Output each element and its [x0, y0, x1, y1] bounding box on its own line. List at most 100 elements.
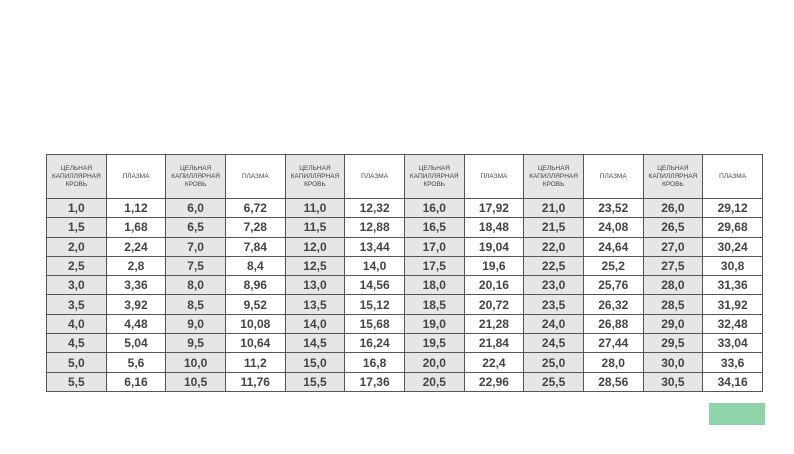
table-cell: 29,12: [702, 197, 763, 219]
table-cell: 18,0: [403, 275, 465, 296]
table-cell: 33,04: [702, 333, 763, 354]
table-cell: 26,88: [582, 313, 644, 335]
table-cell: 3,0: [46, 275, 107, 296]
table-cell: 20,16: [463, 275, 525, 296]
table-cell: 11,2: [224, 352, 286, 373]
table-cell: 25,76: [582, 275, 644, 296]
table-cell: 30,8: [702, 255, 763, 277]
table-cell: 12,88: [344, 217, 405, 238]
table-cell: 19,6: [463, 255, 525, 277]
header-cell: ПЛАЗМА: [582, 154, 644, 199]
table-cell: 13,0: [284, 275, 346, 296]
table-cell: 7,0: [165, 236, 226, 257]
table-cell: 31,92: [702, 294, 763, 315]
table-cell: 18,5: [403, 294, 465, 315]
table-cell: 25,0: [523, 352, 584, 373]
table-cell: 14,0: [344, 255, 405, 277]
table-cell: 10,5: [165, 371, 226, 392]
table-cell: 19,0: [403, 313, 465, 335]
table-cell: 30,0: [642, 352, 704, 373]
table-cell: 11,5: [284, 217, 346, 238]
table-cell: 9,0: [165, 313, 226, 335]
table-cell: 15,0: [284, 352, 346, 373]
table-cell: 5,0: [46, 352, 107, 373]
table-cell: 30,5: [642, 371, 704, 392]
table-row: 4,5 5,04 9,5 10,64 14,5 16,24 19,5 21,84 24,5 27,…: [46, 333, 763, 354]
table-cell: 1,12: [105, 197, 167, 219]
table-row: 4,0 4,48 9,0 10,08 14,0 15,68 19,0 21,28 24,0 26,…: [46, 313, 763, 335]
header-cell: ЦЕЛЬНАЯ КАПИЛЛЯРНАЯ КРОВЬ: [284, 154, 346, 199]
table-cell: 8,4: [224, 255, 286, 277]
table-cell: 6,16: [105, 371, 167, 392]
table-cell: 22,5: [523, 255, 584, 277]
table-row: 3,0 3,36 8,0 8,96 13,0 14,56 18,0 20,16 23,0 25,7…: [46, 275, 763, 296]
table-cell: 16,24: [344, 333, 405, 354]
table-cell: 28,0: [642, 275, 704, 296]
table-cell: 22,0: [523, 236, 584, 257]
table-cell: 10,08: [224, 313, 286, 335]
table-cell: 16,0: [403, 197, 465, 219]
table-cell: 28,0: [582, 352, 644, 373]
table-cell: 25,5: [523, 371, 584, 392]
table-cell: 14,0: [284, 313, 346, 335]
table-cell: 2,24: [105, 236, 167, 257]
table-cell: 19,04: [463, 236, 525, 257]
table-cell: 24,5: [523, 333, 584, 354]
header-cell: ЦЕЛЬНАЯ КАПИЛЛЯРНАЯ КРОВЬ: [642, 154, 704, 199]
table-cell: 5,5: [46, 371, 107, 392]
table-cell: 12,32: [344, 197, 405, 219]
decor-block: [709, 403, 765, 425]
table-cell: 11,76: [224, 371, 286, 392]
table-cell: 27,5: [642, 255, 704, 277]
table-cell: 11,0: [284, 197, 346, 219]
header-cell: ЦЕЛЬНАЯ КАПИЛЛЯРНАЯ КРОВЬ: [403, 154, 465, 199]
table-cell: 21,5: [523, 217, 584, 238]
table-cell: 22,4: [463, 352, 525, 373]
table-cell: 9,52: [224, 294, 286, 315]
table-cell: 8,96: [224, 275, 286, 296]
table-cell: 17,92: [463, 197, 525, 219]
table-cell: 12,5: [284, 255, 346, 277]
table-cell: 27,44: [582, 333, 644, 354]
header-cell: ПЛАЗМА: [105, 154, 167, 199]
table-cell: 1,5: [46, 217, 107, 238]
table-cell: 21,84: [463, 333, 525, 354]
table-row: 1,5 1,68 6,5 7,28 11,5 12,88 16,5 18,48 21,5 24,0…: [46, 217, 763, 238]
table-cell: 6,5: [165, 217, 226, 238]
table-cell: 23,5: [523, 294, 584, 315]
table-cell: 6,0: [165, 197, 226, 219]
table-cell: 21,0: [523, 197, 584, 219]
table-cell: 27,0: [642, 236, 704, 257]
table-cell: 34,16: [702, 371, 763, 392]
table-cell: 29,0: [642, 313, 704, 335]
table-cell: 29,5: [642, 333, 704, 354]
table-cell: 16,8: [344, 352, 405, 373]
table-row: 5,0 5,6 10,0 11,2 15,0 16,8 20,0 22,4 25,0 28,0 30…: [46, 352, 763, 373]
table-cell: 20,5: [403, 371, 465, 392]
header-cell: ЦЕЛЬНАЯ КАПИЛЛЯРНАЯ КРОВЬ: [165, 154, 226, 199]
table-cell: 4,0: [46, 313, 107, 335]
table-cell: 10,64: [224, 333, 286, 354]
table-cell: 7,84: [224, 236, 286, 257]
table-cell: 25,2: [582, 255, 644, 277]
table-cell: 3,5: [46, 294, 107, 315]
table-cell: 17,36: [344, 371, 405, 392]
table-cell: 7,28: [224, 217, 286, 238]
header-cell: ПЛАЗМА: [702, 154, 763, 199]
table-row: 2,5 2,8 7,5 8,4 12,5 14,0 17,5 19,6 22,5 25,2 27,5…: [46, 255, 763, 277]
header-cell: ЦЕЛЬНАЯ КАПИЛЛЯРНАЯ КРОВЬ: [523, 154, 584, 199]
table-row: 2,0 2,24 7,0 7,84 12,0 13,44 17,0 19,04 22,0 24,6…: [46, 236, 763, 257]
table-cell: 8,5: [165, 294, 226, 315]
table-cell: 1,68: [105, 217, 167, 238]
header-row: ЦЕЛЬНАЯ КАПИЛЛЯРНАЯ КРОВЬ ПЛАЗМА ЦЕЛЬНАЯ К…: [46, 154, 763, 199]
table-row: 3,5 3,92 8,5 9,52 13,5 15,12 18,5 20,72 23,5 26,3…: [46, 294, 763, 315]
table-cell: 21,28: [463, 313, 525, 335]
table-cell: 1,0: [46, 197, 107, 219]
table-cell: 15,12: [344, 294, 405, 315]
conversion-table: ЦЕЛЬНАЯ КАПИЛЛЯРНАЯ КРОВЬ ПЛАЗМА ЦЕЛЬНАЯ К…: [46, 154, 763, 392]
table-cell: 28,5: [642, 294, 704, 315]
table-cell: 17,5: [403, 255, 465, 277]
table-row: 5,5 6,16 10,5 11,76 15,5 17,36 20,5 22,96 25,5 28…: [46, 371, 763, 392]
table-cell: 28,56: [582, 371, 644, 392]
